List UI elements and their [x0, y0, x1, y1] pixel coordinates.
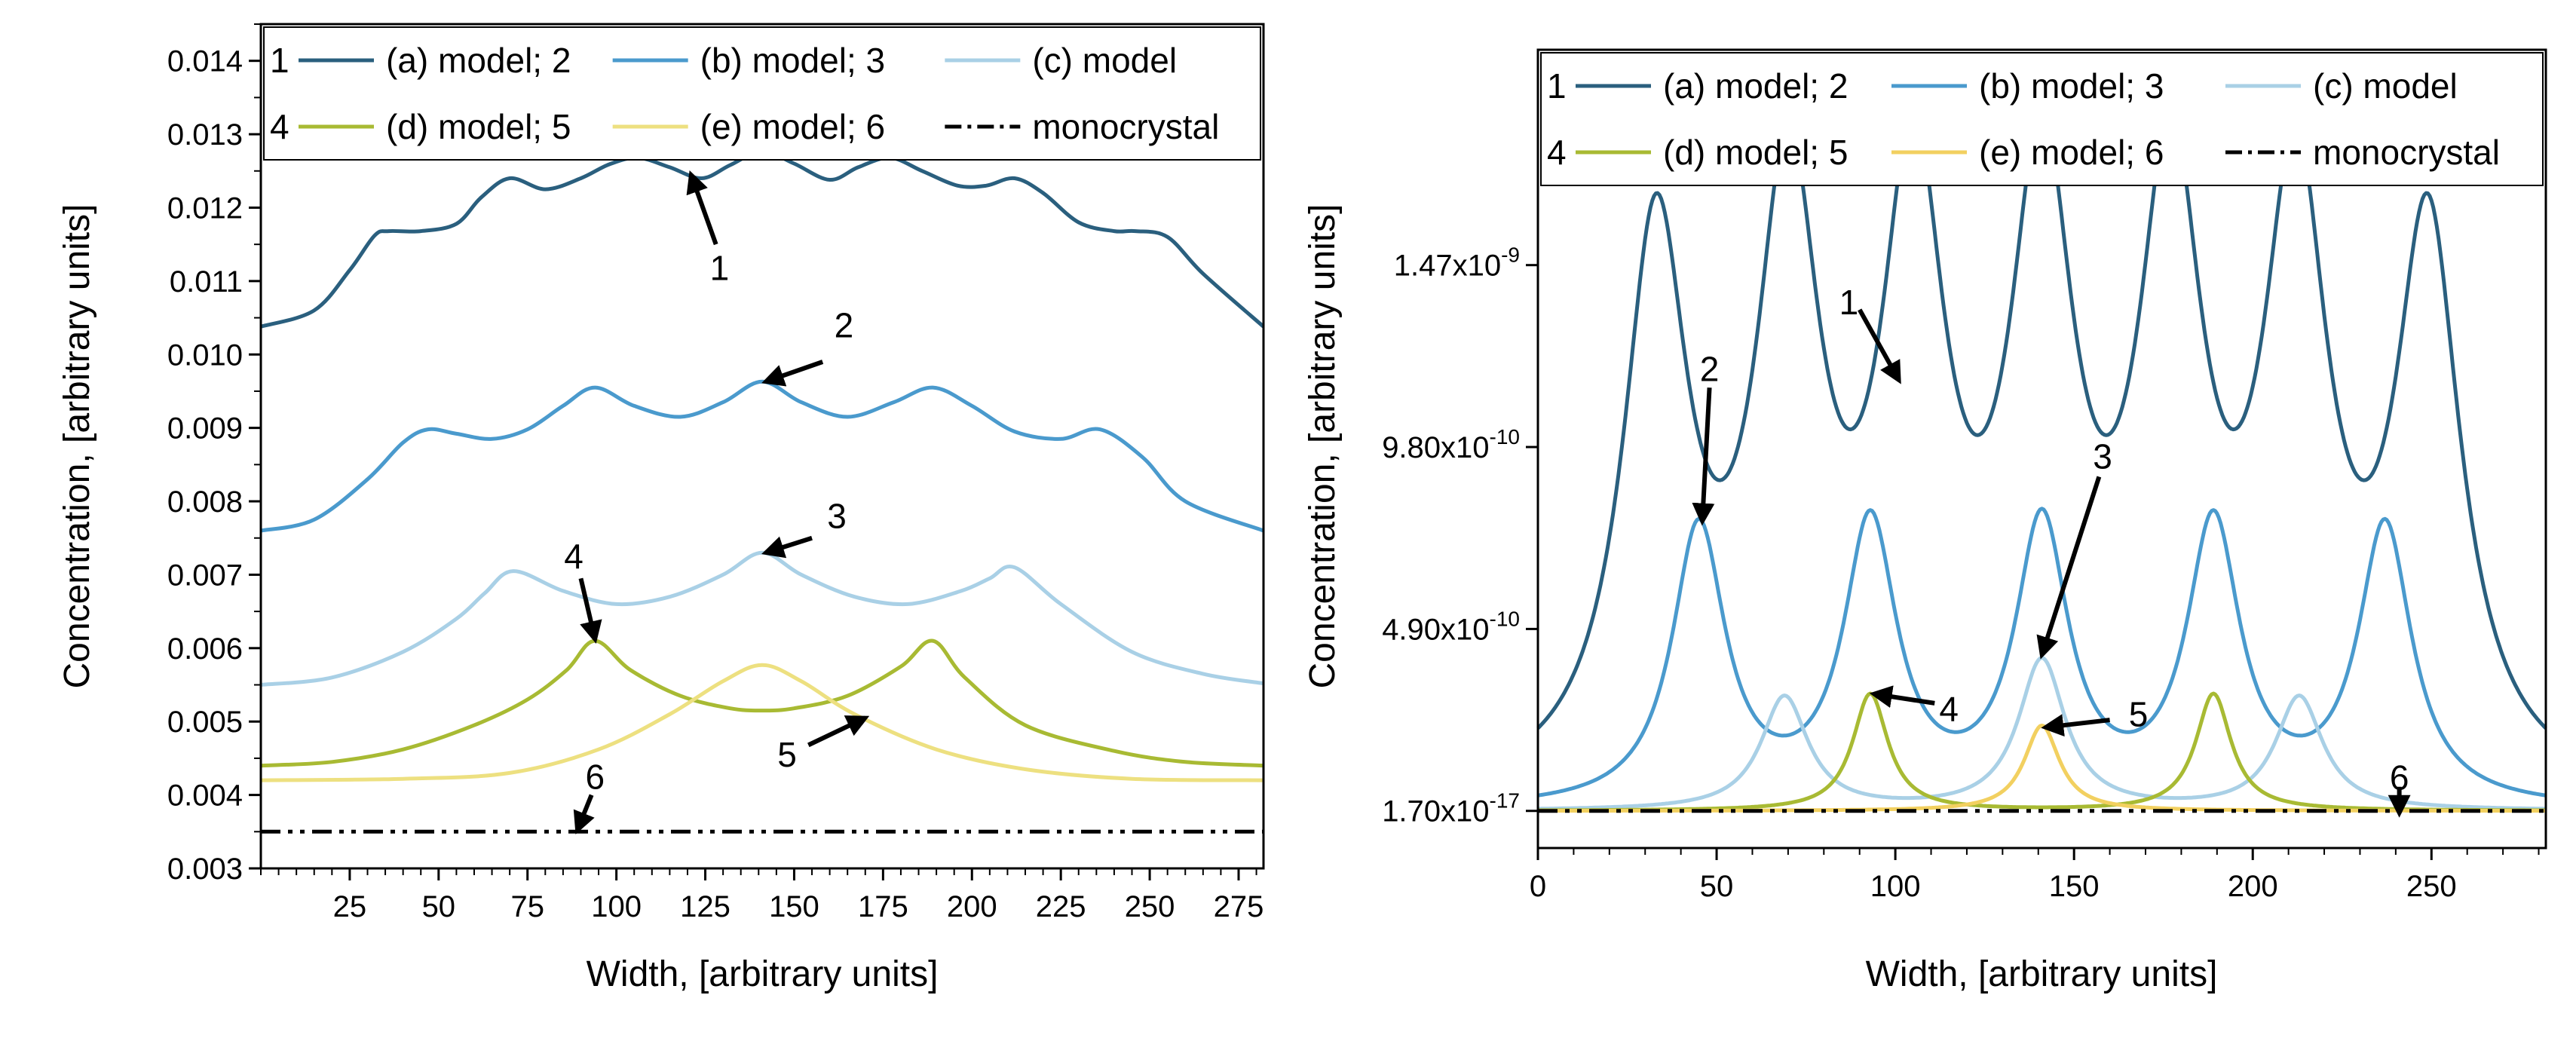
right-legend-label: monocrystal	[2313, 133, 2500, 172]
right-y-tick-label: 4.90x10-10	[1382, 607, 1520, 646]
right-annotation-label: 2	[1700, 350, 1720, 389]
left-x-tick-label: 175	[858, 890, 908, 923]
left-annotation-label: 3	[827, 497, 847, 536]
right-x-tick-label: 150	[2049, 870, 2100, 903]
right-y-tick-label: 9.80x10-10	[1382, 425, 1520, 464]
left-annotation-label: 2	[835, 305, 854, 344]
left-legend-box	[263, 26, 1261, 161]
left-series-line-5	[260, 663, 1264, 782]
right-legend-label: (c) model	[2313, 66, 2458, 106]
left-x-tick-label: 100	[591, 890, 642, 923]
left-y-tick-label: 0.007	[167, 559, 243, 592]
left-y-tick-label: 0.005	[167, 706, 243, 739]
left-annotation-label: 4	[564, 537, 584, 576]
left-plot-frame	[259, 23, 1265, 870]
right-annotation-arrow	[2041, 714, 2110, 737]
left-x-tick-label: 125	[680, 890, 731, 923]
right-x-tick-label: 250	[2406, 870, 2457, 903]
right-y-ticks: 1.70x10-17 4.90x10-10 9.80x10-10 1.47x10-9	[1382, 243, 1538, 828]
right-series-line-1	[1536, 106, 2547, 730]
right-annotation-label: 5	[2129, 695, 2149, 734]
left-y-tick-label: 0.009	[167, 412, 243, 445]
right-annotation-label: 6	[2390, 758, 2409, 797]
right-legend-number: 4	[1547, 133, 1567, 172]
left-y-tick-label: 0.011	[170, 265, 243, 299]
left-x-tick-label: 250	[1125, 890, 1175, 923]
left-y-tick-label: 0.013	[167, 118, 243, 152]
left-y-tick-label: 0.012	[167, 191, 243, 225]
left-series-group	[260, 148, 1265, 834]
right-x-tick-label: 100	[1870, 870, 1921, 903]
right-annotation-arrow	[1869, 685, 1935, 709]
left-legend-label: (a) model; 2	[386, 41, 571, 80]
left-x-tick-label: 225	[1036, 890, 1086, 923]
left-x-tick-label: 25	[333, 890, 367, 923]
left-legend-label: (c) model	[1032, 41, 1177, 80]
left-series-line-2	[260, 379, 1264, 533]
left-annotation-arrow	[686, 170, 718, 246]
left-legend-label: monocrystal	[1032, 107, 1219, 146]
right-annotation-arrow	[1858, 308, 1901, 384]
right-plot-frame	[1536, 48, 2547, 850]
right-x-tick-label: 0	[1530, 870, 1546, 903]
left-y-tick-label: 0.008	[167, 485, 243, 519]
left-annotation-arrow	[761, 360, 824, 387]
right-annotation-arrow	[2036, 476, 2102, 660]
left-series-line-4	[260, 638, 1264, 768]
left-y-tick-label: 0.014	[167, 45, 243, 78]
right-annotation-arrow	[1692, 387, 1715, 526]
right-legend-box	[1540, 52, 2544, 186]
right-x-tick-label: 50	[1700, 870, 1734, 903]
left-series-line-1	[260, 148, 1265, 329]
right-y-tick-label: 1.47x10-9	[1394, 243, 1520, 283]
right-y-axis-label: Concentration, [arbitrary units]	[1303, 204, 1343, 689]
left-annotation-label: 5	[777, 735, 797, 774]
left-x-axis-label: Width, [arbitrary units]	[587, 954, 939, 994]
right-legend: 1 (a) model; 2 (b) model; 3 (c) model 4 (d) m…	[1540, 52, 2544, 186]
left-y-tick-label: 0.010	[167, 338, 243, 372]
left-legend-label: (d) model; 5	[386, 107, 571, 146]
right-series-line-2	[1537, 507, 2547, 798]
right-legend-number: 1	[1547, 66, 1567, 106]
right-series-group	[1536, 106, 2547, 813]
left-y-axis-label: Concentration, [arbitrary units]	[57, 204, 97, 689]
left-x-tick-label: 50	[422, 890, 456, 923]
left-annotations-group: 1 2 3 4 5 6	[564, 170, 870, 834]
left-legend: 1 (a) model; 2 (b) model; 3 (c) model 4 (d) m…	[263, 26, 1261, 161]
left-annotation-label: 1	[710, 248, 730, 287]
left-y-tick-label: 0.004	[167, 779, 243, 813]
left-legend-number: 1	[270, 41, 289, 80]
right-chart-panel: 1 2 3 4 5 6 1 (a) model; 2 (b) model; 3 (c) mode…	[1303, 48, 2547, 994]
left-annotation-arrow	[807, 715, 870, 748]
left-x-tick-label: 150	[769, 890, 819, 923]
right-legend-label: (a) model; 2	[1663, 66, 1848, 106]
left-y-tick-label: 0.006	[167, 632, 243, 666]
left-x-tick-label: 75	[510, 890, 544, 923]
right-annotations-group: 1 2 3 4 5 6	[1692, 283, 2411, 818]
left-legend-number: 4	[270, 107, 289, 146]
left-legend-label: (b) model; 3	[700, 41, 885, 80]
right-annotation-label: 4	[1939, 689, 1959, 728]
left-x-tick-label: 200	[947, 890, 997, 923]
left-y-ticks: 0.003 0.004 0.005 0.006 0.007 0.008 0.009 0.010…	[167, 23, 261, 886]
left-annotation-arrow	[578, 577, 602, 644]
left-chart-panel: 1 2 3 4 5 6 1 (a) model; 2 (b) model; 3 (c) mode…	[57, 23, 1265, 994]
left-annotation-arrow	[573, 794, 595, 834]
right-x-ticks: 0 50 100 150 200 250	[1530, 848, 2540, 903]
right-legend-label: (e) model; 6	[1979, 133, 2164, 172]
right-x-axis-label: Width, [arbitrary units]	[1866, 954, 2218, 994]
left-legend-label: (e) model; 6	[700, 107, 885, 146]
right-x-tick-label: 200	[2228, 870, 2278, 903]
right-annotation-label: 3	[2093, 436, 2112, 476]
left-annotation-arrow	[761, 535, 813, 559]
left-annotation-label: 6	[586, 757, 605, 796]
right-annotation-label: 1	[1839, 283, 1859, 322]
right-legend-label: (b) model; 3	[1979, 66, 2164, 106]
left-x-tick-label: 275	[1214, 890, 1264, 923]
right-legend-label: (d) model; 5	[1663, 133, 1848, 172]
right-y-tick-label: 1.70x10-17	[1382, 789, 1520, 828]
left-x-ticks: 25 50 75 100 125 150 175 200 225 250 275	[260, 868, 1264, 923]
left-y-tick-label: 0.003	[167, 853, 243, 886]
